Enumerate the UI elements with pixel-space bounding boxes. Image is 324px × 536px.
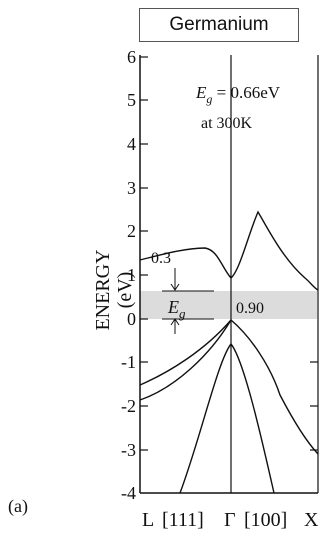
gap-left-value: 0.3 [151,250,171,267]
x-label-111: [111] [162,509,204,531]
y-axis-label: ENERGY [92,249,114,330]
y-tick-label: -2 [121,396,136,416]
y-tick-label: -4 [121,483,136,503]
x-label-X: X [304,509,319,531]
panel-label: (a) [8,496,28,517]
eg-symbol: E [167,297,179,317]
y-tick-label: 3 [127,178,136,198]
y-tick-label: -3 [121,440,136,460]
x-label-L: L [142,509,154,531]
x-label-100: [100] [244,509,287,531]
y-axis-unit: (eV) [114,272,136,309]
y-tick-label: -1 [121,352,136,372]
band-gap-region [140,291,317,319]
eg-subscript: g [179,306,186,321]
y-tick-label: 6 [127,47,136,67]
y-tick-label: 4 [127,134,136,154]
gap-gamma-value: 0.90 [236,300,264,317]
y-tick-label: 0 [127,309,136,329]
y-tick-label: 5 [127,90,136,110]
y-tick-label: 2 [127,221,136,241]
eg-top-symbol: E [195,83,207,102]
eg-top-value: = 0.66eV [212,83,280,102]
x-label-gamma: Γ [224,509,236,531]
temperature-annotation: at 300K [201,115,253,132]
eg-value-annotation: Eg = 0.66eV [195,83,281,106]
